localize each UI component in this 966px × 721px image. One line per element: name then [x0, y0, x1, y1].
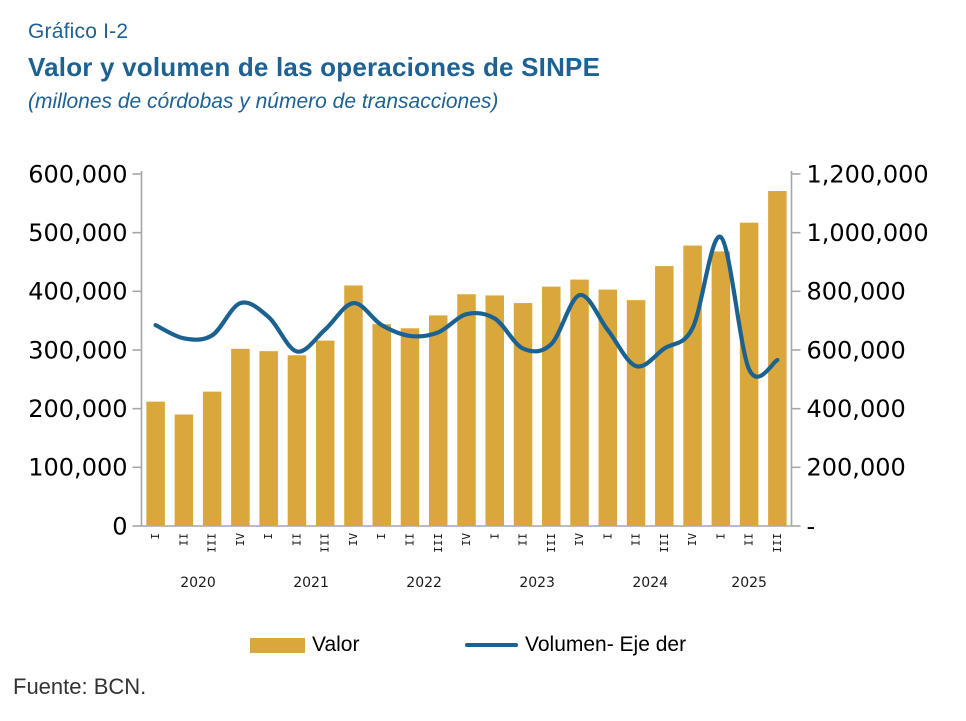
quarter-label: II [177, 533, 190, 546]
right-axis-label: 1,200,000 [807, 160, 929, 188]
year-label: 2025 [731, 575, 767, 591]
quarter-label: III [432, 533, 445, 553]
value-bar [542, 286, 561, 526]
value-bar [598, 289, 618, 526]
left-axis-label: 300,000 [28, 336, 127, 364]
value-bar [231, 348, 250, 526]
value-bar [259, 351, 278, 526]
value-bar [400, 328, 420, 526]
quarter-label: III [206, 533, 219, 553]
right-axis-label: 400,000 [807, 395, 906, 423]
quarter-label: I [714, 533, 727, 540]
quarter-label: II [403, 533, 416, 546]
value-bar [739, 222, 759, 526]
legend-valor-swatch [250, 638, 305, 653]
quarter-label: II [290, 533, 303, 546]
value-bar [146, 401, 165, 526]
quarter-label: III [771, 533, 784, 553]
right-axis-label: 800,000 [807, 278, 906, 306]
volume-line [153, 234, 780, 379]
page-title: Valor y volumen de las operaciones de SI… [28, 52, 601, 82]
value-bar [683, 245, 702, 526]
legend-volumen-swatch [465, 643, 518, 647]
year-label: 2024 [632, 575, 668, 591]
quarter-label: IV [347, 533, 360, 547]
left-axis-label: 100,000 [28, 454, 127, 482]
quarter-label: III [319, 533, 332, 553]
value-bar [428, 315, 448, 526]
figure-number: Gráfico I-2 [28, 20, 129, 43]
value-bar [372, 324, 391, 526]
right-axis-label: 1,000,000 [807, 219, 929, 247]
left-axis-label: 200,000 [28, 395, 127, 423]
quarter-label: IV [460, 533, 473, 547]
quarter-label: III [658, 533, 671, 553]
year-label: 2020 [180, 575, 216, 591]
quarter-label: II [517, 533, 530, 546]
value-bar [485, 295, 505, 526]
left-axis-label: 500,000 [28, 219, 127, 247]
quarter-label: I [601, 533, 614, 540]
quarter-label: I [149, 533, 162, 540]
value-bar [315, 340, 335, 526]
source-note: Fuente: BCN. [13, 674, 147, 699]
quarter-label: II [630, 533, 643, 546]
right-axis-label: - [807, 512, 816, 540]
left-axis-label: 400,000 [28, 278, 127, 306]
year-label: 2023 [519, 575, 555, 591]
quarter-label: IV [234, 533, 247, 547]
quarter-label: I [488, 533, 501, 540]
value-bar [711, 251, 731, 526]
page-subtitle: (millones de córdobas y número de transa… [28, 90, 499, 113]
value-bar [344, 285, 363, 526]
left-axis-label: 0 [112, 512, 127, 540]
quarter-label: II [743, 533, 756, 546]
year-label: 2021 [293, 575, 329, 591]
value-bar [626, 300, 646, 526]
quarter-label: I [262, 533, 275, 540]
value-bar [202, 391, 222, 526]
quarter-label: III [545, 533, 558, 553]
right-axis-label: 200,000 [807, 454, 906, 482]
quarter-label: I [375, 533, 388, 540]
value-bar [655, 266, 674, 526]
right-axis-label: 600,000 [807, 336, 906, 364]
legend-volumen-label: Volumen- Eje der [525, 633, 687, 656]
legend-valor-label: Valor [312, 633, 360, 656]
value-bar [457, 294, 476, 526]
value-bar [174, 414, 194, 526]
value-bar [287, 355, 307, 526]
left-axis-label: 600,000 [28, 160, 127, 188]
quarter-label: IV [573, 533, 586, 547]
value-bar [570, 279, 589, 526]
value-bar [513, 303, 533, 526]
quarter-label: IV [686, 533, 699, 547]
year-label: 2022 [406, 575, 442, 591]
